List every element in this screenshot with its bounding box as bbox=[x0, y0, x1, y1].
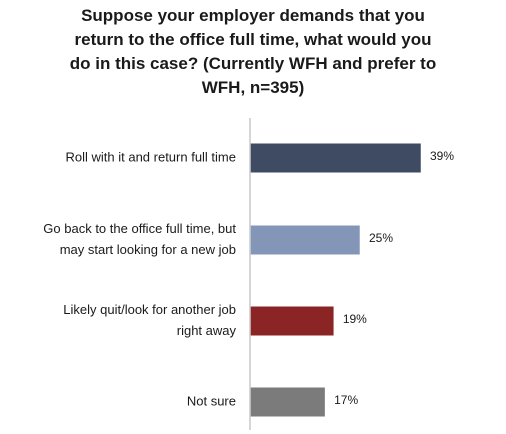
bar bbox=[250, 387, 325, 417]
data-label: 19% bbox=[343, 312, 367, 326]
chart-title-line: Suppose your employer demands that you bbox=[81, 6, 425, 25]
data-label: 39% bbox=[430, 149, 454, 163]
chart-title-line: return to the office full time, what wou… bbox=[74, 30, 432, 49]
category-label: Go back to the office full time, but bbox=[43, 221, 236, 236]
bar bbox=[250, 306, 334, 336]
data-label: 17% bbox=[334, 393, 358, 407]
category-label: Not sure bbox=[187, 393, 236, 408]
category-label: may start looking for a new job bbox=[60, 242, 236, 257]
category-label: Likely quit/look for another job bbox=[63, 302, 236, 317]
category-label: Roll with it and return full time bbox=[65, 149, 236, 164]
bar bbox=[250, 225, 360, 255]
category-label: right away bbox=[177, 323, 237, 338]
bar bbox=[250, 143, 421, 173]
data-label: 25% bbox=[369, 231, 393, 245]
chart-title-line: do in this case? (Currently WFH and pref… bbox=[69, 54, 437, 73]
chart-title-line: WFH, n=395) bbox=[201, 78, 305, 97]
chart-title: Suppose your employer demands that you r… bbox=[0, 4, 506, 100]
